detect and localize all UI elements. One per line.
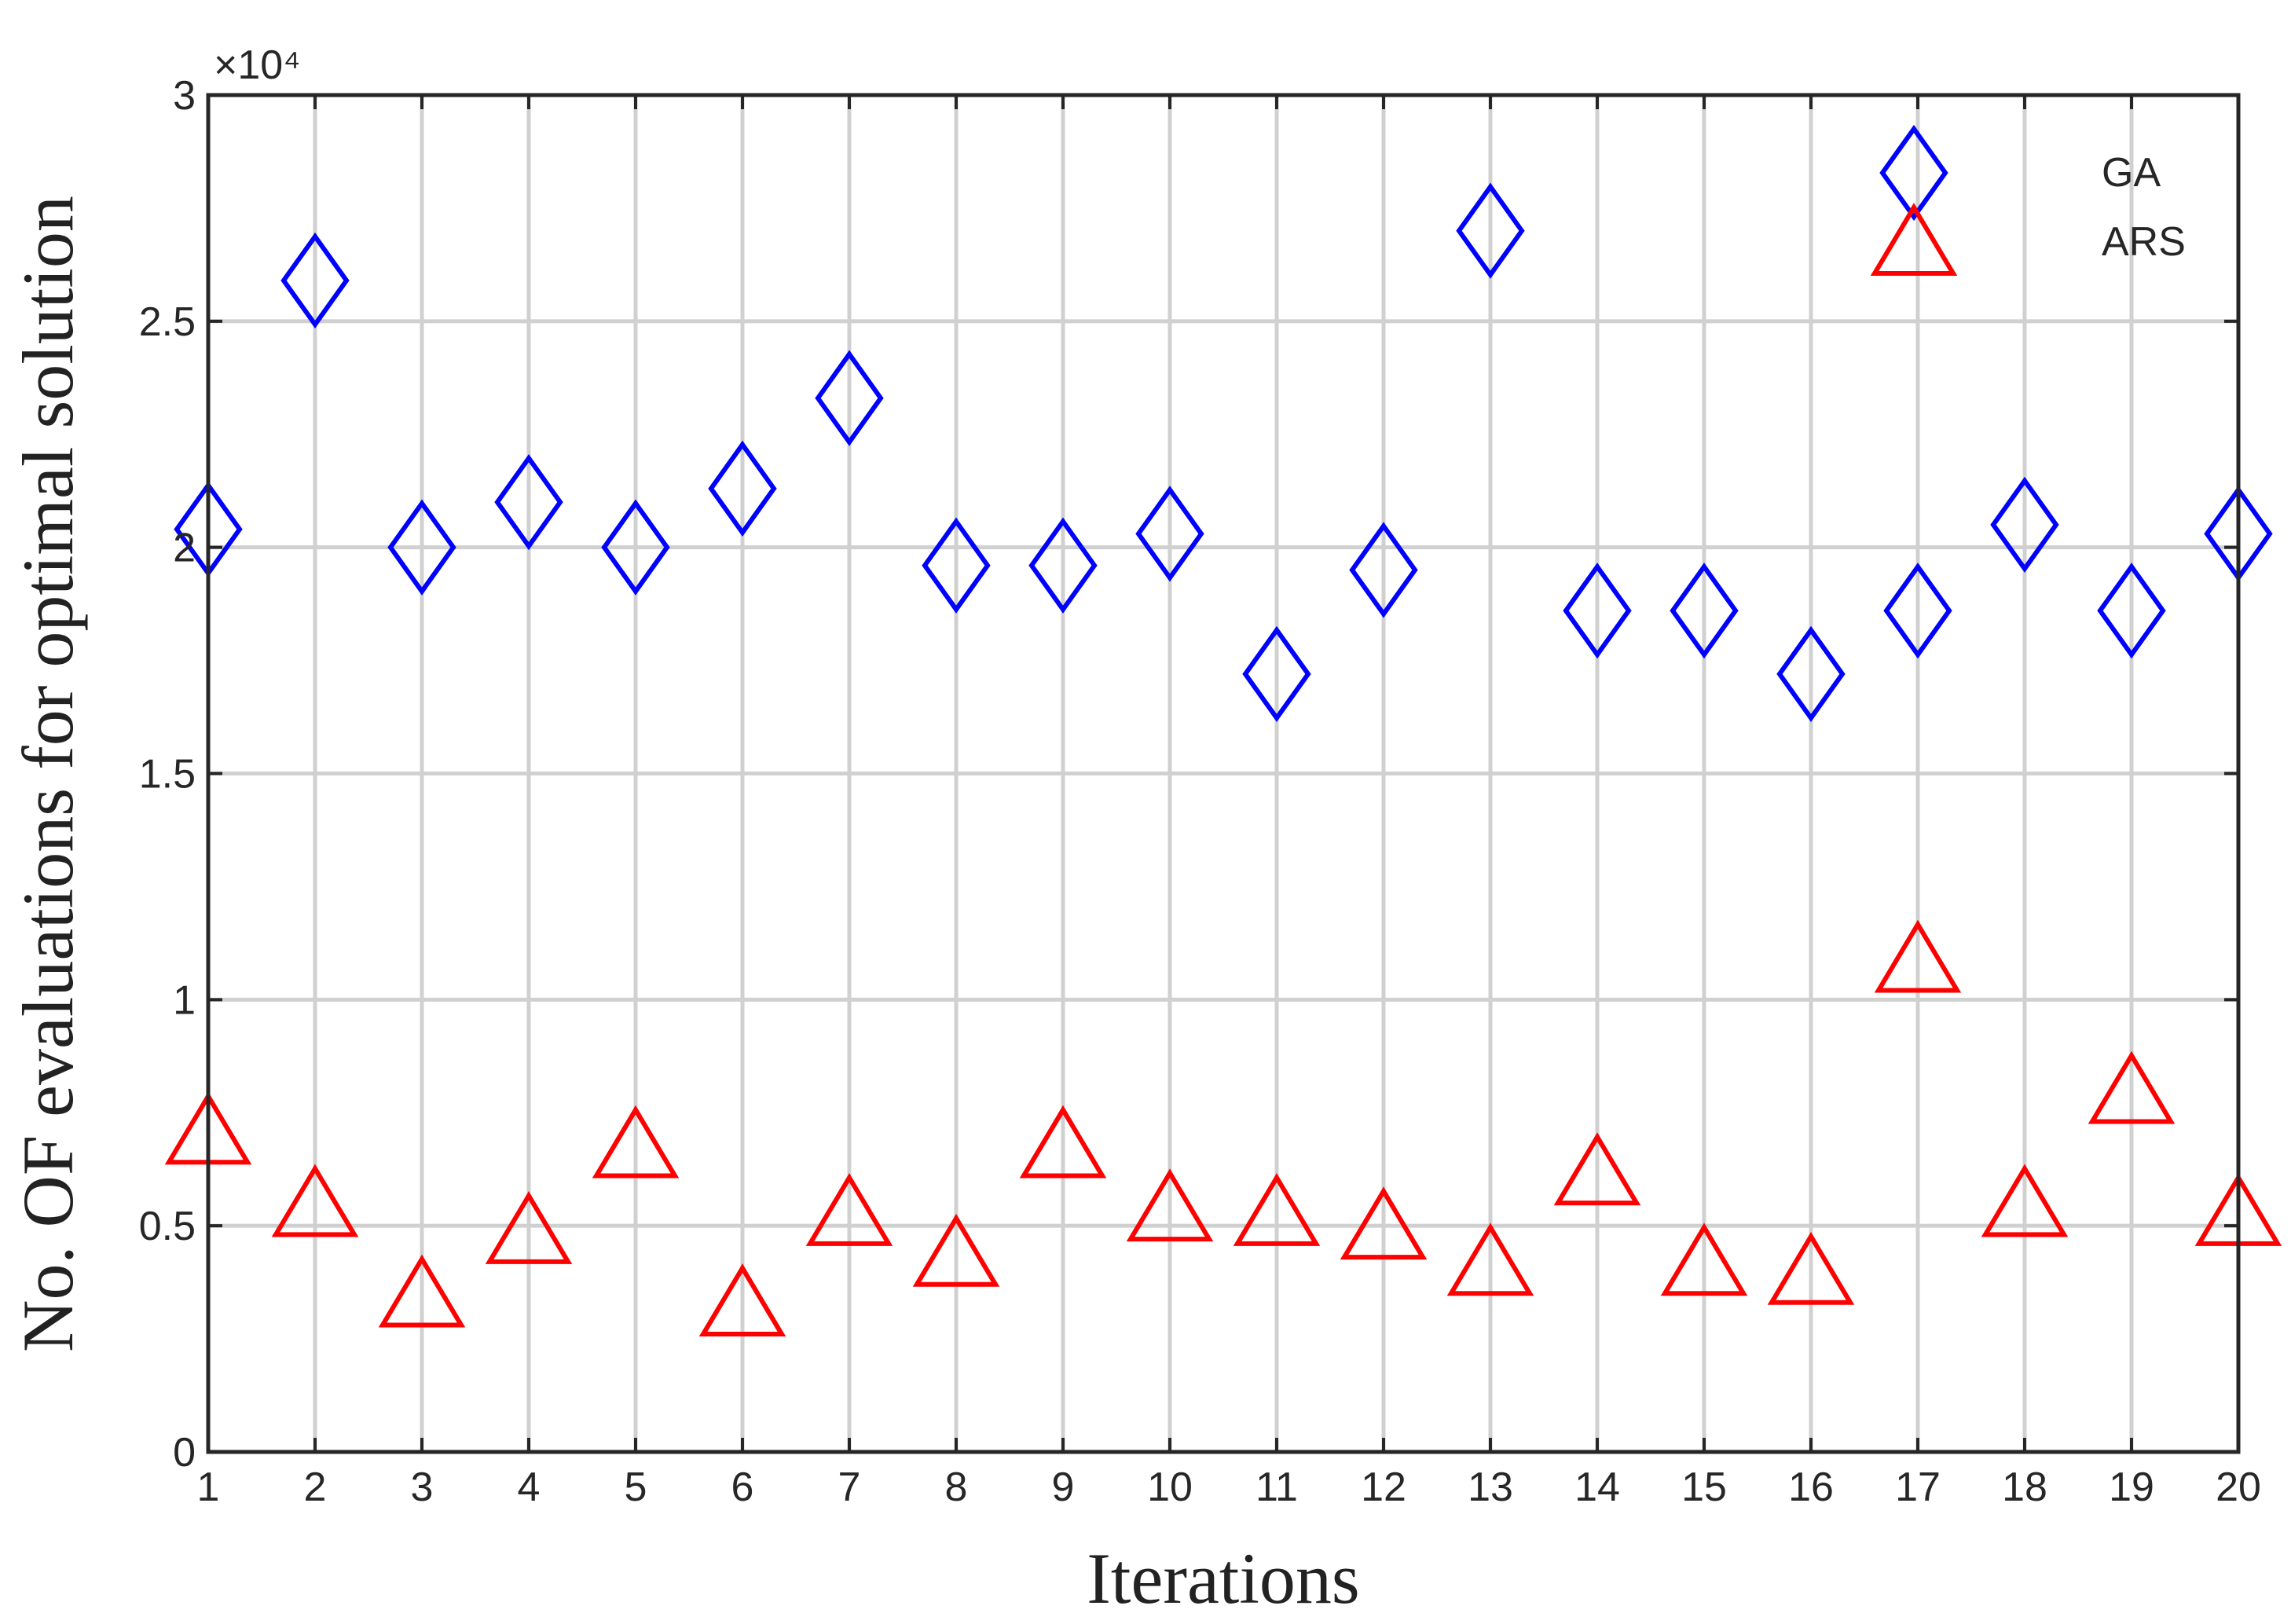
x-tick-label: 18 (2002, 1465, 2047, 1510)
marker (1883, 563, 1952, 659)
marker (592, 1105, 680, 1179)
marker (485, 1191, 573, 1264)
legend-marker (1870, 203, 1958, 276)
x-tick-label: 16 (1788, 1465, 1834, 1510)
grid (206, 93, 2241, 1454)
marker (1349, 522, 1418, 618)
x-tick-label: 4 (518, 1465, 541, 1510)
marker (1135, 486, 1204, 582)
x-tick-label: 15 (1681, 1465, 1727, 1510)
marker (601, 499, 670, 596)
marker (815, 350, 884, 446)
marker (271, 1164, 359, 1237)
marker (912, 1213, 1000, 1287)
x-tick-label: 5 (625, 1465, 647, 1510)
x-tick-label: 2 (304, 1465, 327, 1510)
x-tick-label: 10 (1147, 1465, 1193, 1510)
marker (1028, 517, 1098, 614)
x-tick-label: 9 (1052, 1465, 1075, 1510)
y-tick-label: 2 (173, 526, 196, 571)
marker (1874, 919, 1962, 993)
marker (387, 499, 456, 596)
marker (1446, 1223, 1534, 1296)
marker (2088, 1050, 2176, 1124)
x-tick-label: 1 (197, 1465, 220, 1510)
x-tick-label: 13 (1468, 1465, 1513, 1510)
y-tick-label: 0 (173, 1430, 196, 1476)
x-axis-label: Iterations (1087, 1538, 1359, 1619)
marker (922, 517, 991, 614)
x-tick-label: 20 (2216, 1465, 2261, 1510)
x-tick-label: 3 (411, 1465, 434, 1510)
marker (1553, 1132, 1641, 1206)
marker (1233, 1173, 1321, 1246)
marker (698, 1263, 786, 1337)
legend-marker (1879, 124, 1948, 222)
marker (805, 1173, 893, 1246)
y-tick-label: 1 (173, 977, 196, 1023)
x-tick-label: 17 (1895, 1465, 1941, 1510)
marker (1776, 625, 1846, 723)
x-tick-label: 12 (1361, 1465, 1406, 1510)
y-tick-label: 0.5 (139, 1204, 196, 1249)
marks (164, 182, 2282, 1337)
y-tick-label: 2.5 (139, 299, 196, 345)
marker (1242, 625, 1311, 723)
y-tick-label: 1.5 (139, 752, 196, 797)
y-tick-label: 3 (173, 73, 196, 119)
marker (378, 1254, 466, 1328)
legend-label: GA (2102, 150, 2161, 196)
marker (1990, 476, 2059, 574)
x-tick-label: 6 (731, 1465, 754, 1510)
x-tick-label: 19 (2109, 1465, 2154, 1510)
marker (1981, 1164, 2069, 1237)
y-axis-label: No. OF evaluations for optimal solution (8, 196, 88, 1352)
marker (1670, 563, 1739, 659)
y-exponent-label: ×10⁴ (214, 42, 301, 88)
marker (1019, 1105, 1107, 1179)
marker (708, 440, 777, 537)
marker (1340, 1186, 1428, 1260)
plot-frame (206, 93, 2241, 1454)
marker (1767, 1231, 1855, 1305)
x-tick-label: 7 (838, 1465, 861, 1510)
legend-label: ARS (2102, 219, 2186, 265)
marker (1456, 182, 1525, 279)
x-tick-label: 8 (945, 1465, 968, 1510)
marker (1660, 1223, 1748, 1296)
marker (1126, 1168, 1214, 1242)
marker (2097, 563, 2166, 659)
marker (1563, 563, 1632, 659)
x-tick-label: 14 (1574, 1465, 1620, 1510)
marker (280, 232, 350, 329)
marker (494, 453, 563, 551)
x-tick-label: 11 (1255, 1465, 1298, 1510)
